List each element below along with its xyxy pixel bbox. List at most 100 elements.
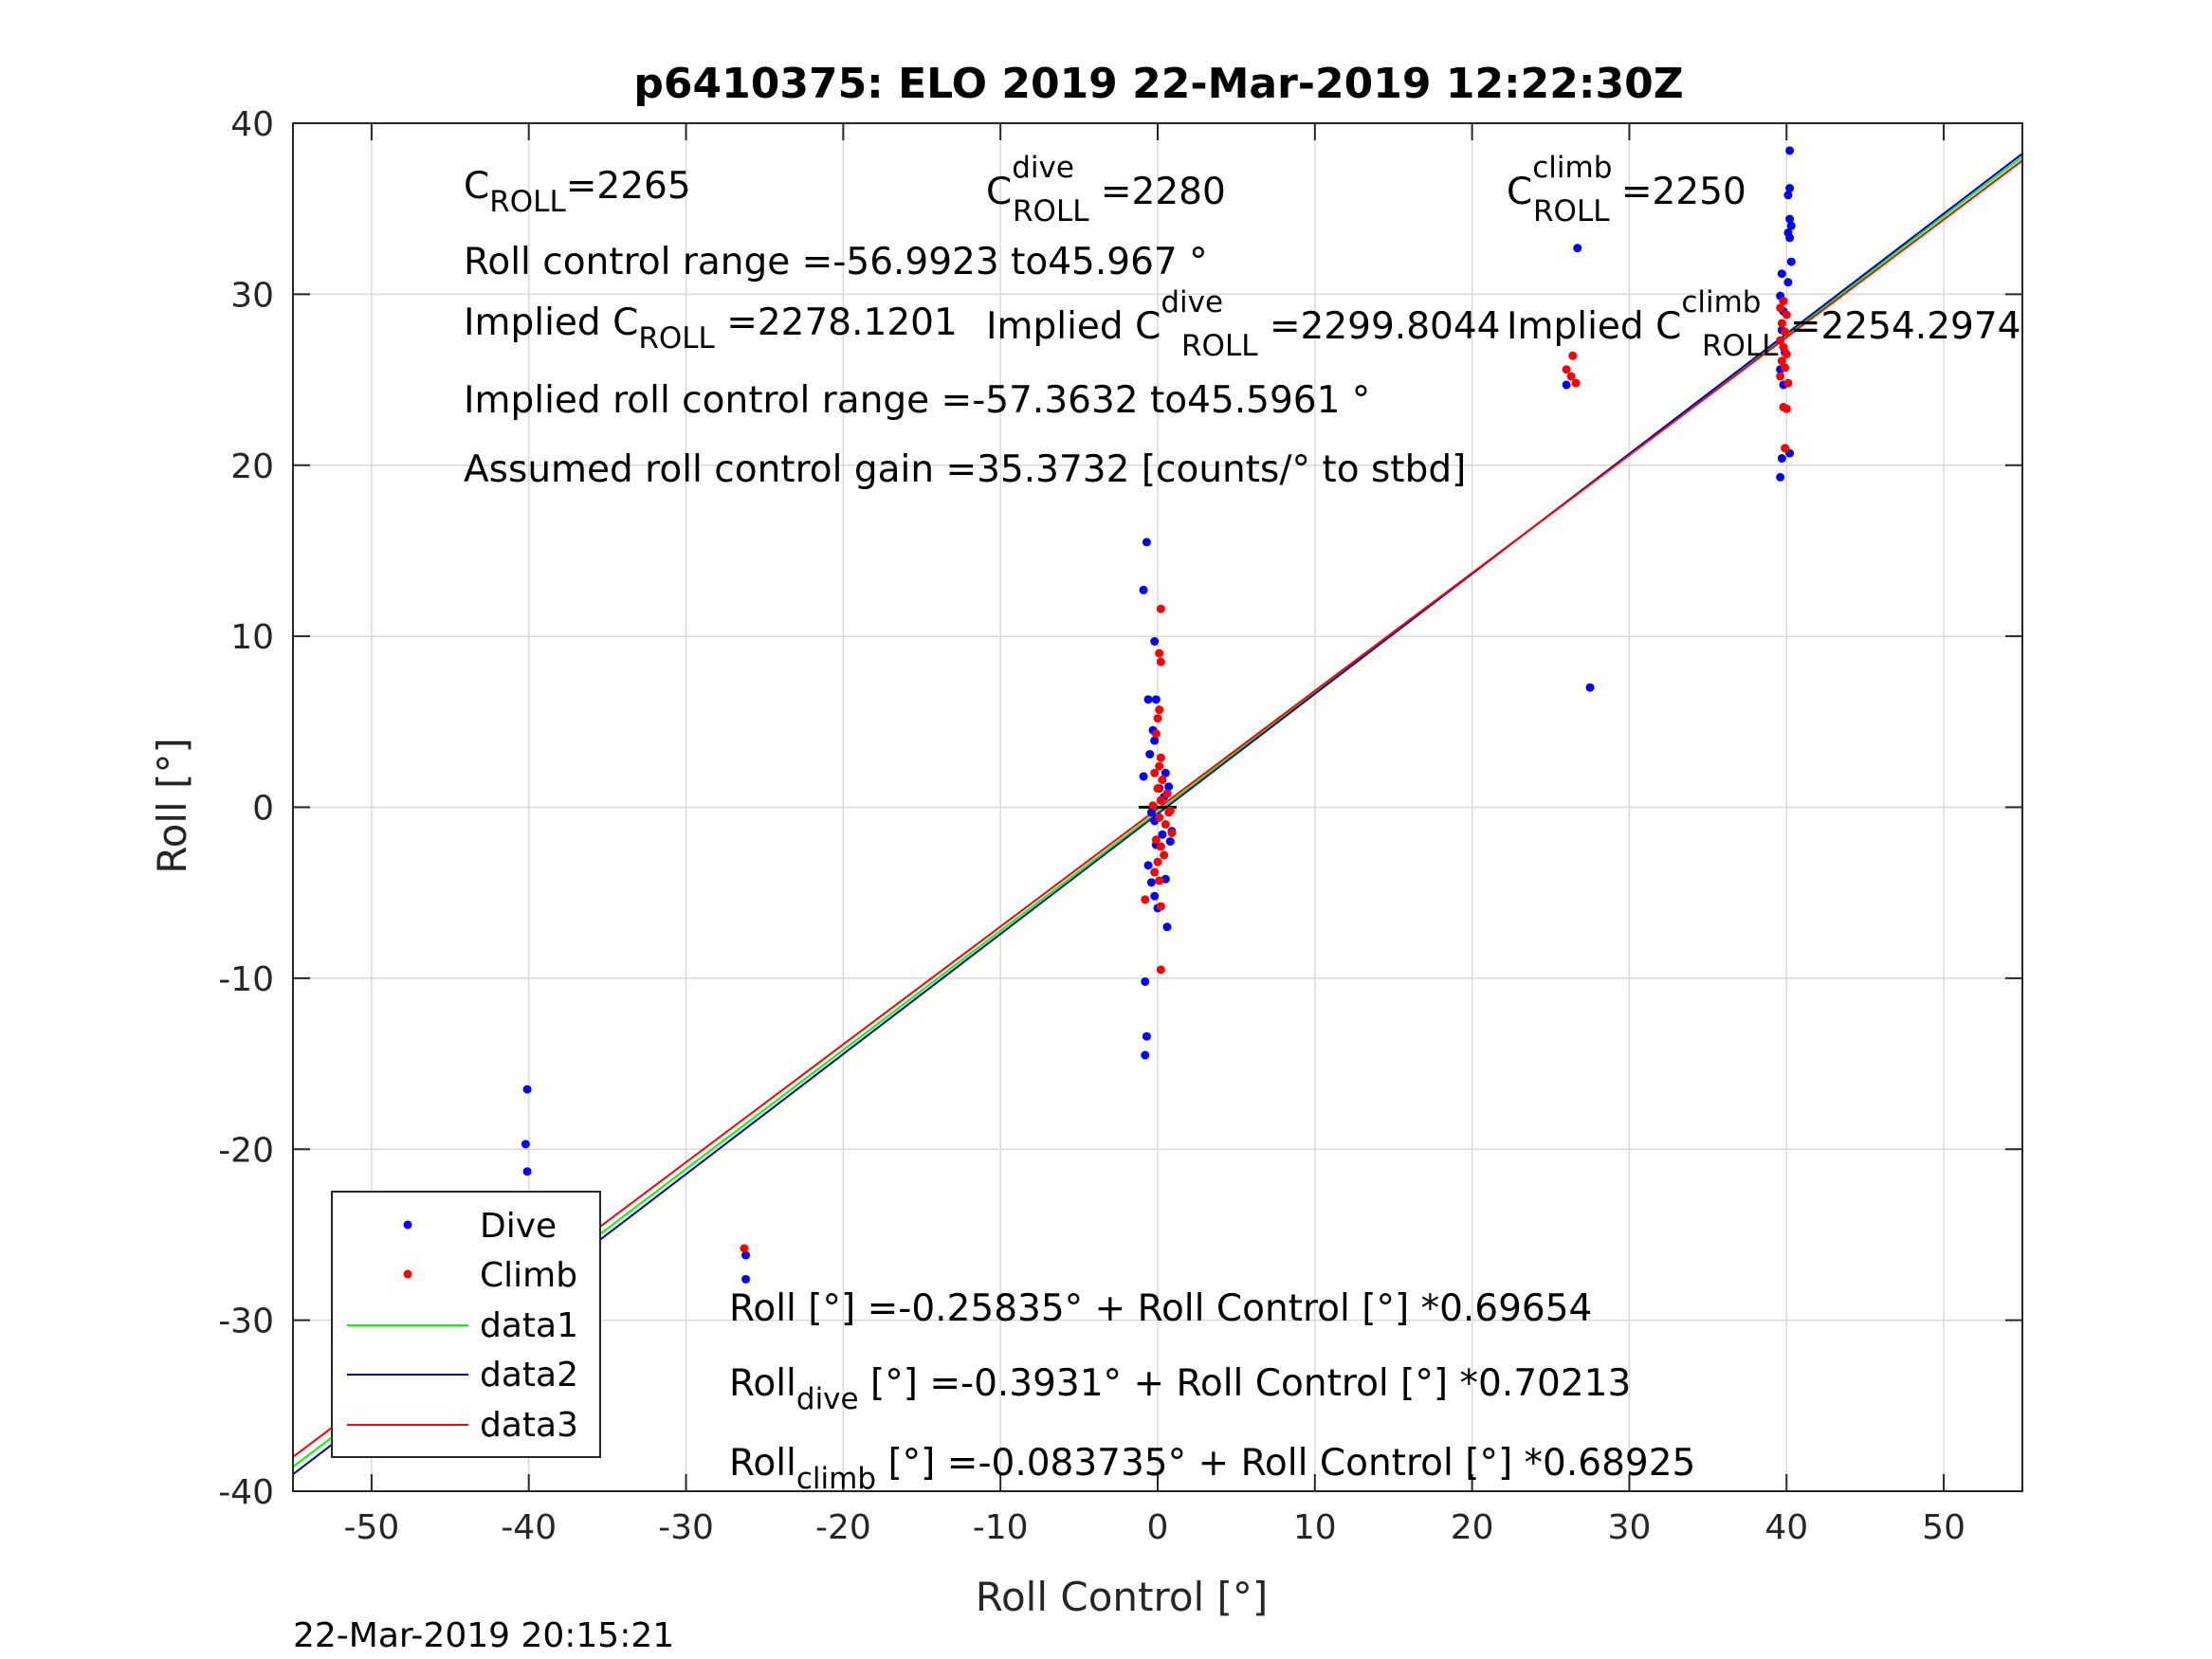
climb-point [1155,876,1164,885]
climb-point [1777,319,1786,328]
y-tick-label: 30 [230,276,274,315]
climb-point [1156,795,1165,805]
dive-point [1142,538,1151,547]
climb-point [1777,356,1786,366]
tick-labels: -50 -40 -30 -20 -10 0 10 20 30 40 50 -40 -30 -20 -10 0 1… [218,105,1965,1547]
c-roll-dive-sub: ROLL [1013,194,1089,228]
x-tick-label: -20 [815,1508,871,1547]
x-tick-label: -10 [973,1508,1029,1547]
implied-c-roll-annotation: Implied CROLL =2278.1201 [464,301,958,356]
c-roll-dive-annotation: Cdive ROLL =2280 [986,151,1226,228]
climb-point [1167,829,1177,838]
implied-c-roll-sub: ROLL [638,321,715,356]
implied-c-roll-climb-value: =2254.2974 [1778,305,2020,348]
dive-point [1573,244,1582,253]
implied-c-roll-dive-annotation: Implied Cdive ROLL =2299.8044 [986,285,1500,363]
y-tick-label: -40 [218,1473,274,1512]
climb-point [1566,372,1576,381]
implied-c-roll-climb-prefix: Implied C [1507,305,1681,348]
x-tick-label: 40 [1764,1508,1808,1547]
climb-point [1776,372,1785,381]
dive-point [1150,637,1160,647]
climb-point [1151,835,1161,845]
chart-title: p6410375: ELO 2019 22-Mar-2019 12:22:30Z [633,60,1683,108]
x-tick-label: -30 [658,1508,714,1547]
climb-point [1151,729,1161,738]
dive-point [1141,1050,1150,1060]
x-tick-label: 30 [1608,1508,1652,1547]
climb-point [1155,705,1164,715]
dive-point [1785,184,1795,193]
dive-point [1143,695,1153,704]
climb-point [1156,604,1165,613]
climb-point [1155,648,1164,658]
dive-point [1141,976,1150,986]
dive-point [1777,269,1786,279]
dive-point [1562,380,1571,390]
x-tick-label: -50 [344,1508,400,1547]
climb-point [1776,303,1785,313]
roll-control-range-annotation: Roll control range =-56.9923 to45.967 ° [464,241,1208,283]
dive-point [1786,221,1796,230]
climb-point [1571,378,1581,388]
y-tick-label: -10 [218,960,274,999]
x-tick-label: -40 [501,1508,557,1547]
dive-point [741,1274,751,1284]
implied-c-roll-dive-sup: dive [1161,285,1223,319]
climb-point [1776,336,1785,345]
climb-point [1160,850,1169,860]
climb-point [1782,404,1791,413]
climb-point [1155,761,1164,771]
dive-point [1139,772,1148,781]
climb-point [1156,753,1165,762]
legend-data2-label: data2 [480,1356,578,1395]
implied-roll-control-range-annotation: Implied roll control range =-57.3632 to4… [464,379,1370,422]
dive-point [1146,878,1156,887]
dive-point [1164,782,1174,792]
dive-point [1786,257,1796,266]
y-tick-label: 20 [230,447,274,486]
dive-point [522,1085,532,1094]
c-roll-climb-value: =2250 [1609,171,1746,213]
climb-point [1158,775,1167,785]
fit-dive-equation: Rolldive [°] =-0.3931° + Roll Control [°… [729,1362,1631,1416]
climb-point [1155,812,1164,822]
c-roll-base: C [464,165,489,208]
c-roll-dive-sup: dive [1012,151,1074,185]
climb-point [1150,867,1160,877]
fit-dive-sub: dive [796,1382,859,1416]
y-tick-label: 40 [230,105,274,144]
dive-point [1785,214,1795,224]
legend-data1-label: data1 [480,1306,578,1345]
dive-point [522,1167,532,1176]
assumed-gain-annotation: Assumed roll control gain =35.3732 [coun… [464,448,1466,491]
dive-point [1158,830,1167,839]
dive-point [1585,683,1595,692]
fit-dive-value: [°] =-0.3931° + Roll Control [°] *0.7021… [859,1362,1632,1405]
climb-point [1779,297,1788,306]
climb-point [1781,327,1790,337]
implied-c-roll-prefix: Implied C [464,301,638,344]
implied-c-roll-dive-sub: ROLL [1181,329,1258,363]
climb-point [1562,365,1571,374]
fit-dive-base: Roll [729,1362,796,1405]
y-axis-label: Roll [°] [149,738,195,873]
climb-point [1162,789,1172,798]
climb-point [1782,350,1791,359]
implied-c-roll-climb-sub: ROLL [1702,329,1779,363]
implied-c-roll-value: =2278.1201 [715,301,958,344]
x-tick-label: 0 [1147,1508,1169,1547]
climb-point [1141,895,1150,904]
climb-point [1153,857,1162,866]
dive-point [1165,837,1175,847]
dive-point [1151,695,1161,704]
legend-climb-marker [403,1269,412,1279]
c-roll-annotation: CROLL=2265 [464,165,691,219]
dive-point [1161,768,1170,777]
x-tick-label: 10 [1293,1508,1337,1547]
climb-point [1781,363,1790,373]
c-roll-dive-value: =2280 [1088,171,1225,213]
climb-point [1156,657,1165,666]
fit-all-equation: Roll [°] =-0.25835° + Roll Control [°] *… [729,1287,1592,1330]
y-tick-label: 0 [252,790,274,829]
